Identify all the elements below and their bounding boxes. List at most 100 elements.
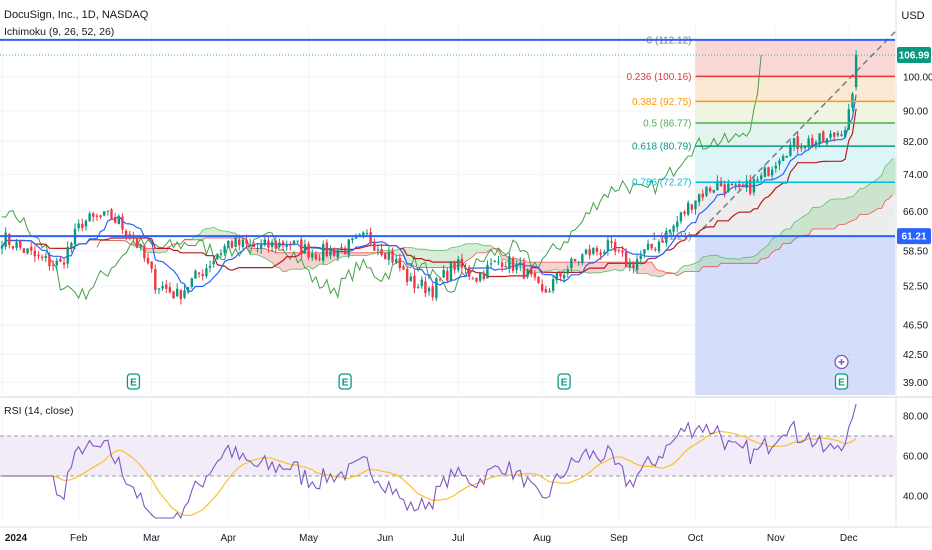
cloud-segment	[870, 181, 875, 214]
earnings-icon[interactable]: E	[557, 373, 571, 390]
earnings-badge	[834, 373, 849, 390]
candle	[201, 269, 204, 281]
rsi-legend[interactable]: RSI (14, close)	[4, 405, 73, 417]
candle-body	[59, 258, 62, 262]
time-tick-label: Apr	[221, 533, 237, 544]
candle-body	[15, 242, 18, 248]
candle-body	[409, 276, 412, 282]
candle-body	[289, 244, 292, 246]
candle-body	[0, 245, 4, 249]
time-tick-label: Feb	[70, 533, 88, 544]
cloud-segment	[761, 247, 765, 259]
candle-body	[533, 272, 537, 278]
cloud-segment	[155, 248, 159, 254]
candle-body	[453, 262, 456, 271]
candle-body	[143, 245, 146, 259]
candle-body	[150, 261, 153, 269]
candle	[807, 135, 810, 150]
candle	[763, 164, 767, 178]
add-event-icon[interactable]	[834, 354, 849, 370]
cloud-segment	[443, 249, 448, 268]
candle-body	[88, 213, 91, 222]
candle	[398, 253, 402, 272]
cloud-segment	[695, 261, 700, 272]
fib-zone	[695, 39, 895, 77]
candle	[405, 265, 409, 286]
candle	[548, 288, 551, 293]
candle	[712, 189, 715, 194]
candle	[679, 211, 683, 224]
candle-body	[201, 274, 204, 277]
horizontal-lines[interactable]	[0, 38, 895, 238]
candle	[650, 243, 653, 251]
candle	[599, 249, 602, 260]
candle	[212, 256, 215, 268]
candle-body	[77, 223, 80, 229]
candle-body	[770, 169, 774, 176]
candle-body	[194, 270, 197, 279]
candle	[825, 138, 829, 147]
candle-body	[650, 243, 653, 249]
candle-body	[778, 160, 781, 165]
candle	[584, 248, 588, 256]
candle-body	[395, 259, 398, 263]
candle	[551, 274, 555, 294]
time-tick-label: Dec	[840, 533, 858, 544]
cloud-segment	[396, 249, 400, 256]
candle-body	[449, 262, 453, 282]
candle	[70, 241, 73, 253]
candle	[376, 245, 380, 256]
earnings-icon[interactable]: E	[126, 373, 141, 390]
support-price-tag-bg	[897, 228, 931, 245]
cloud-segment	[878, 175, 882, 209]
cloud-segment	[732, 258, 736, 264]
earnings-icon[interactable]: E	[338, 373, 352, 390]
candle-body	[420, 279, 423, 287]
candle-body	[683, 211, 686, 214]
candle-body	[30, 246, 33, 251]
candle	[161, 281, 164, 292]
candle	[351, 237, 354, 244]
candle-body	[632, 264, 635, 269]
candle	[544, 285, 548, 294]
candle-body	[183, 290, 186, 298]
candle-body	[106, 210, 110, 212]
candle-body	[285, 245, 288, 247]
candle-body	[296, 240, 299, 242]
support-price-tag[interactable]: 61.21	[897, 228, 931, 245]
cloud-segment	[728, 258, 732, 264]
candle-body	[829, 133, 832, 138]
candle	[183, 284, 186, 300]
candle	[197, 272, 201, 278]
candle	[486, 260, 489, 279]
ichimoku-legend[interactable]: Ichimoku (9, 26, 52, 26)	[4, 26, 114, 38]
candle-body	[741, 184, 745, 188]
candle-body	[705, 186, 708, 196]
candle-body	[84, 220, 88, 227]
earnings-icon[interactable]: E	[834, 373, 849, 390]
last-price-tag[interactable]: 106.99	[897, 47, 931, 64]
candle	[172, 290, 175, 299]
cloud-segment	[775, 235, 780, 250]
candle-body	[541, 284, 544, 292]
rsi-tick-label: 80.00	[903, 412, 928, 423]
candle	[110, 208, 113, 220]
candle	[336, 248, 339, 262]
candle-body	[639, 255, 642, 260]
candle	[624, 248, 628, 268]
candle	[789, 140, 792, 157]
candle	[252, 241, 256, 248]
cloud-segment	[823, 201, 827, 229]
candle-body	[457, 259, 460, 271]
candle	[697, 193, 701, 207]
candle-body	[723, 184, 726, 194]
candle	[154, 264, 157, 294]
candle-body	[132, 235, 135, 239]
time-tick-label: Mar	[143, 533, 161, 544]
candle-body	[176, 288, 179, 297]
candle	[135, 237, 139, 248]
currency-label[interactable]: USD	[901, 10, 924, 22]
candle-body	[413, 275, 416, 289]
